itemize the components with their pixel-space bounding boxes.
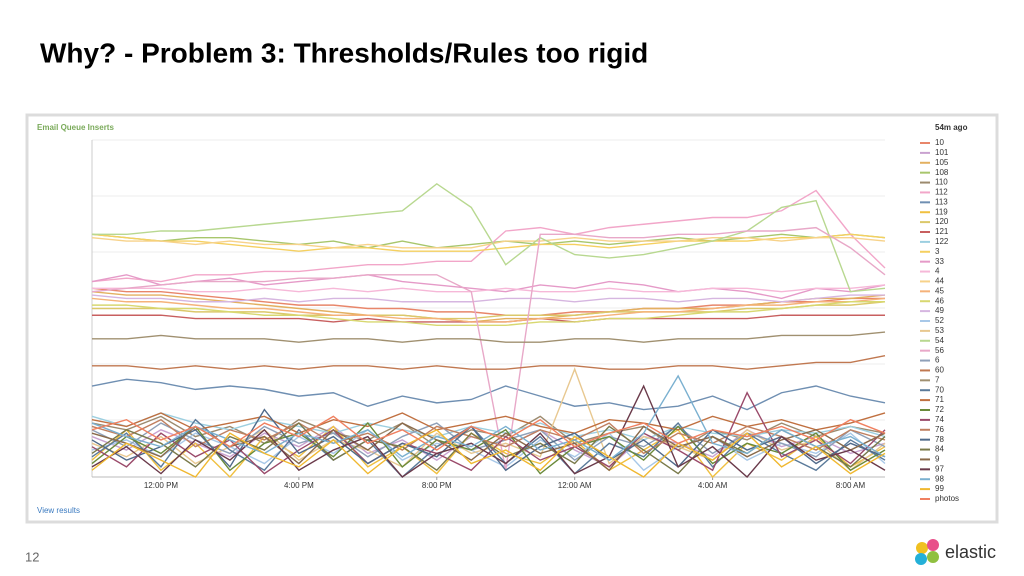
slide-title: Why? - Problem 3: Thresholds/Rules too r…: [40, 37, 648, 68]
series-line: [91, 237, 886, 249]
legend-label: 105: [935, 158, 949, 167]
legend-label: 120: [935, 217, 949, 226]
series-line: [91, 297, 886, 323]
series-line: [91, 428, 886, 478]
legend-label: 74: [935, 415, 944, 424]
legend-label: 112: [935, 188, 948, 197]
series-line: [92, 284, 886, 293]
legend-label: 49: [935, 306, 944, 315]
legend-label: 78: [935, 435, 944, 444]
series-line: [91, 233, 886, 249]
series-line: [92, 301, 885, 327]
series-line: [91, 425, 886, 479]
legend-label: 54: [935, 336, 944, 345]
series-line: [91, 408, 886, 472]
legend-label: 108: [935, 168, 949, 177]
series-line: [91, 378, 886, 411]
series-line: [91, 233, 886, 252]
legend-label: 3: [935, 247, 940, 256]
legend-label: 97: [935, 464, 944, 473]
legend-label: 7: [935, 375, 940, 384]
series-line: [91, 418, 886, 455]
legend-label: 53: [935, 326, 944, 335]
x-tick-label: 4:00 AM: [698, 481, 728, 490]
legend-label: 6: [935, 356, 940, 365]
legend-label: 101: [935, 148, 949, 157]
series-line: [91, 384, 886, 478]
chart-title: Email Queue Inserts: [37, 123, 114, 132]
legend-label: 46: [935, 296, 944, 305]
legend-label: 56: [935, 346, 944, 355]
logo-text: elastic: [945, 542, 996, 562]
legend-label: 99: [935, 484, 944, 493]
legend-label: photos: [935, 494, 959, 503]
legend-label: 52: [935, 316, 944, 325]
series-line: [91, 422, 886, 475]
legend-label: 33: [935, 257, 944, 266]
legend-label: 44: [935, 277, 944, 286]
series-line: [92, 354, 886, 370]
legend-label: 121: [935, 227, 949, 236]
series-line: [91, 374, 886, 461]
legend-label: 84: [935, 445, 944, 454]
legend-label: 10: [935, 138, 944, 147]
series-line: [91, 189, 886, 283]
legend-label: 98: [935, 474, 944, 483]
x-tick-label: 12:00 PM: [144, 481, 179, 490]
legend-label: 110: [935, 178, 948, 187]
legend-label: 122: [935, 237, 949, 246]
series-line: [91, 226, 886, 471]
series-line: [91, 412, 886, 434]
series-line: [92, 331, 886, 343]
x-tick-label: 8:00 AM: [836, 481, 866, 490]
legend-label: 119: [935, 207, 948, 216]
legend-label: 76: [935, 425, 944, 434]
elastic-logo: elastic: [915, 539, 996, 565]
legend-label: 45: [935, 286, 944, 295]
legend-label: 113: [935, 197, 948, 206]
x-tick-label: 4:00 PM: [284, 481, 314, 490]
legend-label: 9: [935, 455, 940, 464]
legend-label: 60: [935, 366, 944, 375]
legend-label: 72: [935, 405, 944, 414]
chart-subtitle: 54m ago: [935, 123, 968, 132]
legend-label: 70: [935, 385, 944, 394]
legend-label: 71: [935, 395, 944, 404]
view-results-link[interactable]: View results: [37, 506, 80, 515]
x-tick-label: 12:00 AM: [558, 481, 592, 490]
series-line: [91, 415, 886, 451]
series-line: [92, 182, 886, 293]
series-line: [91, 294, 885, 303]
legend-label: 4: [935, 267, 940, 276]
slide-number: 12: [25, 549, 39, 564]
x-tick-label: 8:00 PM: [422, 481, 452, 490]
